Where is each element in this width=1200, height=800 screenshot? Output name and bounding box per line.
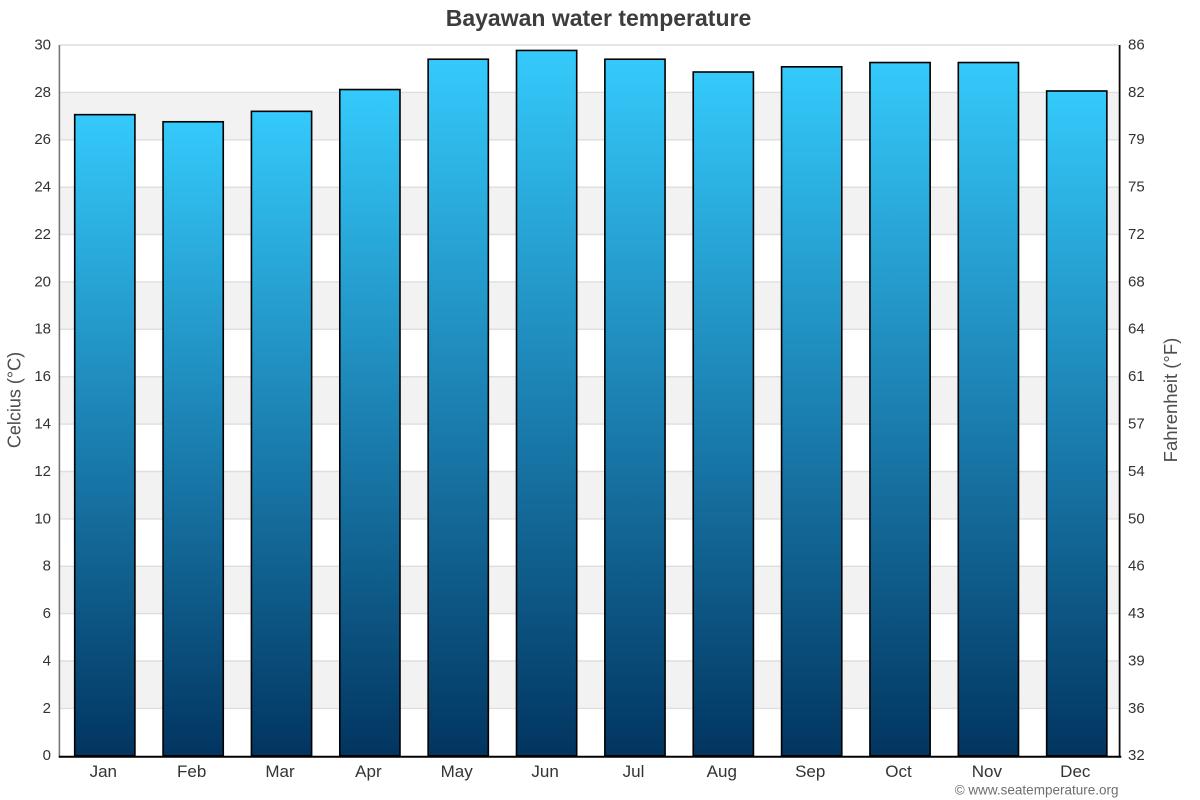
svg-text:54: 54 [1128,463,1145,480]
svg-text:14: 14 [34,416,51,433]
svg-text:20: 20 [34,273,51,290]
svg-text:Jun: Jun [531,762,558,781]
svg-text:2: 2 [43,700,51,717]
svg-text:79: 79 [1128,131,1145,148]
svg-text:Mar: Mar [265,762,295,781]
svg-text:Celcius (°C): Celcius (°C) [5,352,25,448]
svg-text:43: 43 [1128,605,1145,622]
svg-text:Oct: Oct [885,762,912,781]
svg-text:4: 4 [43,652,51,669]
svg-text:57: 57 [1128,416,1145,433]
svg-text:12: 12 [34,463,51,480]
svg-text:6: 6 [43,605,51,622]
svg-text:26: 26 [34,131,51,148]
svg-text:10: 10 [34,510,51,527]
svg-text:Fahrenheit (°F): Fahrenheit (°F) [1160,338,1181,463]
svg-text:39: 39 [1128,652,1145,669]
svg-text:0: 0 [43,747,51,764]
svg-text:16: 16 [34,368,51,385]
svg-text:18: 18 [34,321,51,338]
svg-text:Aug: Aug [707,762,737,781]
svg-text:May: May [441,762,474,781]
svg-text:82: 82 [1128,84,1145,101]
svg-text:Dec: Dec [1060,762,1091,781]
svg-text:36: 36 [1128,700,1145,717]
svg-text:Jul: Jul [623,762,645,781]
svg-text:Apr: Apr [355,762,382,781]
svg-text:64: 64 [1128,321,1145,338]
svg-text:28: 28 [34,84,51,101]
svg-text:© www.seatemperature.org: © www.seatemperature.org [955,783,1119,798]
svg-text:46: 46 [1128,558,1145,575]
svg-text:Jan: Jan [90,762,117,781]
svg-text:72: 72 [1128,226,1145,243]
svg-text:32: 32 [1128,747,1145,764]
svg-text:50: 50 [1128,510,1145,527]
svg-text:Feb: Feb [177,762,206,781]
svg-text:22: 22 [34,226,51,243]
svg-text:61: 61 [1128,368,1145,385]
svg-text:Sep: Sep [795,762,825,781]
svg-text:8: 8 [43,558,51,575]
svg-text:30: 30 [34,36,51,53]
svg-text:Bayawan water temperature: Bayawan water temperature [446,5,752,31]
svg-text:86: 86 [1128,36,1145,53]
svg-text:75: 75 [1128,179,1145,196]
svg-text:68: 68 [1128,273,1145,290]
svg-text:24: 24 [34,179,51,196]
svg-text:Nov: Nov [972,762,1003,781]
